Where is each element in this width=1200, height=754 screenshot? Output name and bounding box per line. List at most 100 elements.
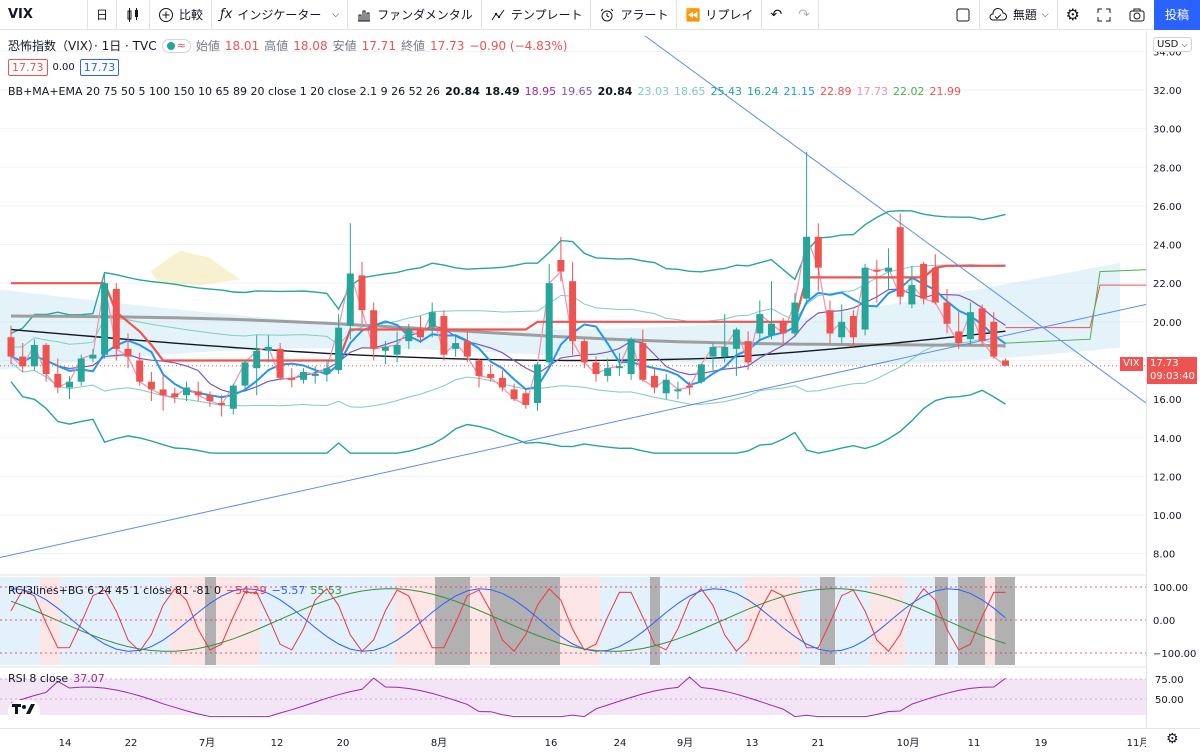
rsi-legend[interactable]: RSI 8 close 37.07: [8, 672, 105, 685]
compare-button[interactable]: 比較: [150, 0, 213, 30]
undo-icon: ↶: [770, 6, 783, 23]
candle-body: [604, 368, 612, 376]
tv-logo-icon: [12, 702, 36, 720]
fullscreen-button[interactable]: [1088, 0, 1120, 30]
candle-body: [885, 267, 892, 272]
time-axis-label: 9月: [677, 737, 693, 749]
alert-button[interactable]: アラート: [591, 0, 678, 30]
close-label: 終値: [400, 39, 425, 53]
candle-body: [147, 381, 155, 390]
candle-body: [1002, 360, 1009, 366]
rci-background-band: [905, 577, 935, 665]
bb-upper-band: [10, 209, 1006, 335]
rci-background-band: [395, 577, 435, 665]
rci-background-band: [948, 577, 958, 665]
candle-body: [966, 312, 974, 340]
chart-type-button[interactable]: [117, 0, 151, 30]
indicators-label: インジケーター: [237, 8, 322, 22]
bb-value-9: 21.15: [783, 85, 815, 98]
layout-button[interactable]: [947, 0, 980, 30]
candle-body: [814, 236, 822, 268]
alarm-clock-icon: [599, 7, 615, 23]
rci-background-band: [515, 577, 560, 665]
tradingview-logo[interactable]: [8, 700, 40, 722]
gear-icon: ⚙: [1065, 5, 1080, 24]
buy-price-box[interactable]: 17.73: [79, 59, 120, 76]
candle-body: [417, 329, 424, 338]
high-label: 高値: [264, 39, 289, 53]
candle-body: [42, 345, 50, 374]
cloud-icon: [988, 7, 1008, 23]
candle-body: [803, 236, 811, 299]
sell-price-box[interactable]: 17.73: [8, 59, 48, 76]
rci-short-line: [10, 588, 1006, 652]
rci-value-1: −5.57: [271, 584, 306, 597]
axis-settings-gear-icon[interactable]: ⚙: [1166, 731, 1179, 747]
publish-button[interactable]: 投稿: [1154, 0, 1200, 30]
symbol-title[interactable]: 恐怖指数（VIX）· 1日 · TVC: [8, 39, 157, 53]
candle-body: [545, 283, 553, 363]
symbol-search[interactable]: VIX: [0, 0, 88, 30]
undo-button[interactable]: ↶: [762, 0, 790, 30]
candle-body: [651, 375, 658, 388]
descending-trendline: [644, 35, 1147, 404]
candle-body: [510, 389, 518, 400]
price-chart-canvas[interactable]: [0, 31, 1147, 728]
templates-button[interactable]: テンプレート: [482, 0, 592, 30]
candle-body: [522, 393, 530, 405]
bb-lower-1sigma: [10, 338, 1006, 408]
chart-area[interactable]: [0, 31, 1147, 728]
fundamentals-button[interactable]: ファンダメンタル: [348, 0, 482, 30]
ma-9-line: [10, 288, 1006, 394]
candle-body: [89, 354, 97, 359]
snapshot-button[interactable]: [1120, 0, 1154, 30]
candle-body: [300, 372, 307, 380]
rsi-value: 37.07: [73, 672, 105, 685]
low-label: 安値: [332, 39, 357, 53]
bb-value-4: 20.84: [597, 85, 633, 98]
top-toolbar: VIX 日 比較 ƒx インジケーター ⌵ ファンダメンタル テンプレート アラ…: [0, 0, 1200, 30]
last-price-tag: 17.73 09:03:40: [1147, 357, 1197, 384]
bb-ma-ema-legend[interactable]: BB+MA+EMA 20 75 50 5 100 150 10 65 89 20…: [8, 85, 961, 98]
candle-body: [66, 381, 73, 388]
chevron-down-icon: ⌵: [1041, 9, 1049, 20]
interval-button[interactable]: 日: [88, 0, 118, 30]
candle-body: [393, 345, 401, 355]
candle-body: [955, 331, 963, 344]
time-axis-label: 10月: [897, 737, 920, 749]
bb-value-6: 18.65: [673, 85, 706, 98]
currency-selector[interactable]: USD ⌵: [1153, 37, 1192, 52]
rci-background-band: [0, 577, 40, 665]
candle-body: [931, 267, 939, 303]
high-value: 18.08: [293, 38, 328, 53]
fx-icon: ƒx: [220, 7, 233, 22]
bb-value-3: 19.65: [561, 85, 593, 98]
time-axis-label: 16: [545, 738, 558, 749]
candle-body: [908, 285, 916, 305]
bb-value-1: 18.49: [484, 85, 520, 98]
candle-body: [323, 368, 331, 374]
time-axis-labels: 14 22 7月 12 20 8月 16 24 9月 13 21 10月 11 19 11月: [59, 737, 1150, 749]
candle-body: [358, 275, 366, 311]
settings-button[interactable]: ⚙: [1058, 0, 1088, 30]
candle-body: [229, 385, 237, 409]
candle-body: [896, 227, 904, 297]
fundamental-chart-icon: [356, 7, 372, 23]
candle-body: [241, 362, 249, 386]
candle-body: [744, 341, 752, 363]
candle-body: [920, 263, 928, 299]
time-axis[interactable]: 14 22 7月 12 20 8月 16 24 9月 13 21 10月 11 19 11月: [0, 728, 1200, 754]
template-icon: [490, 7, 506, 23]
save-layout-button[interactable]: 無題 ⌵: [980, 0, 1058, 30]
bb-value-7: 25.43: [710, 85, 742, 98]
replay-button[interactable]: ⏪ リプレイ: [677, 0, 763, 30]
rci-background-band: [600, 577, 650, 665]
indicators-button[interactable]: ƒx インジケーター ⌵: [212, 0, 349, 30]
rci-legend[interactable]: RCI3lines+BG 6 24 45 1 close 81 -81 0 −5…: [8, 584, 342, 597]
market-status[interactable]: ≈: [161, 38, 191, 53]
redo-button[interactable]: ↷: [790, 0, 819, 30]
candle-body: [183, 387, 190, 396]
rci-background-band: [435, 577, 470, 665]
ema-long-line: [10, 328, 1006, 362]
rci-background-band: [650, 577, 660, 665]
